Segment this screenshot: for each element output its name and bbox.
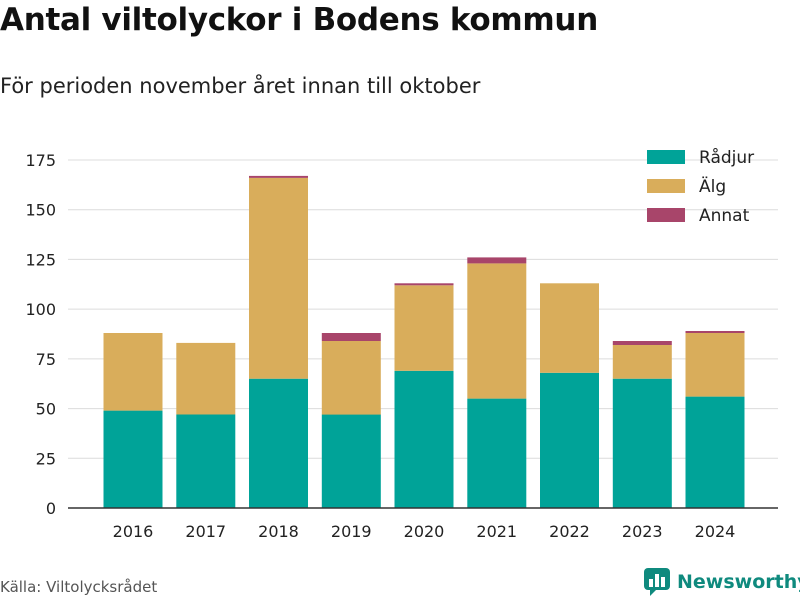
- bar-segment: [685, 333, 745, 397]
- y-tick-label: 150: [25, 201, 56, 220]
- y-tick-label: 25: [36, 449, 56, 468]
- bar-segment: [176, 414, 236, 508]
- y-tick-label: 75: [36, 350, 56, 369]
- legend-swatch: [647, 208, 685, 222]
- x-tick-label: 2023: [622, 522, 663, 541]
- bar-segment: [249, 378, 308, 508]
- legend-swatch: [647, 179, 685, 193]
- bar-segment: [321, 341, 381, 415]
- y-tick-label: 175: [25, 151, 56, 170]
- x-tick-label: 2018: [258, 522, 299, 541]
- y-tick-label: 100: [25, 300, 56, 319]
- x-tick-label: 2017: [185, 522, 226, 541]
- y-tick-label: 125: [25, 250, 56, 269]
- bar-segment: [467, 398, 527, 508]
- bars: [103, 175, 745, 508]
- y-tick-label: 0: [46, 499, 56, 518]
- x-tick-label: 2019: [331, 522, 372, 541]
- legend-label: Rådjur: [699, 147, 754, 168]
- bar-segment: [249, 175, 308, 178]
- bar-segment: [103, 333, 163, 411]
- bar-segment: [540, 283, 599, 373]
- legend-label: Älg: [699, 176, 726, 197]
- bar-segment: [321, 333, 381, 341]
- bar-segment: [540, 372, 599, 508]
- y-tick-label: 50: [36, 400, 56, 419]
- bar-segment: [612, 378, 672, 508]
- bar-segment: [685, 331, 745, 333]
- legend-swatch: [647, 150, 685, 164]
- bar-segment: [249, 177, 308, 379]
- bar-segment: [321, 414, 381, 508]
- brand-logo: Newsworthy: [644, 568, 800, 596]
- source-note: Källa: Viltolycksrådet: [0, 578, 158, 596]
- x-tick-label: 2016: [113, 522, 154, 541]
- bar-segment: [103, 410, 163, 508]
- chart-title: Antal viltolyckor i Bodens kommun: [0, 2, 598, 38]
- legend-label: Annat: [699, 206, 750, 226]
- bar-segment: [612, 344, 672, 379]
- bar-segment: [176, 342, 236, 415]
- bar-segment: [394, 285, 454, 371]
- bar-segment: [394, 370, 454, 508]
- x-tick-label: 2021: [476, 522, 517, 541]
- legend: Rådjur Älg Annat: [647, 147, 754, 226]
- x-tick-label: 2024: [695, 522, 736, 541]
- chart-subtitle: För perioden november året innan till ok…: [0, 74, 481, 98]
- bar-segment: [612, 341, 672, 345]
- bar-segment: [467, 263, 527, 399]
- axes: 0 25 50 75 100 125 150 175 2016 2017 2018 2019 2020 2…: [25, 151, 778, 541]
- x-tick-label: 2020: [404, 522, 445, 541]
- bar-segment: [467, 257, 527, 264]
- bar-segment: [685, 396, 745, 508]
- newsworthy-logo-icon: [644, 568, 670, 596]
- bar-segment: [394, 283, 454, 286]
- x-tick-label: 2022: [549, 522, 590, 541]
- brand-name: Newsworthy: [677, 571, 800, 593]
